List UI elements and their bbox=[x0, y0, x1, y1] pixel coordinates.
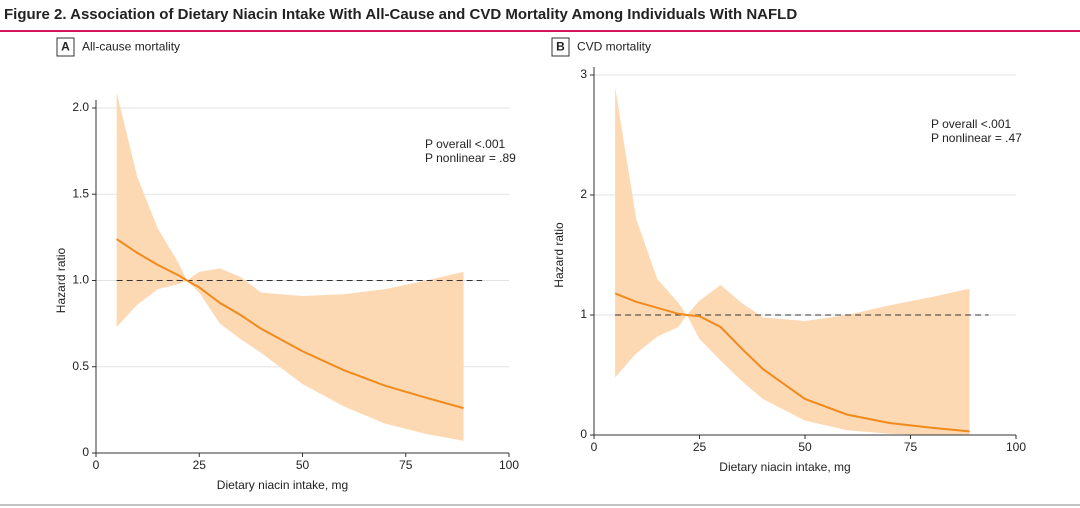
panel-label: A bbox=[61, 40, 70, 54]
y-tick-label: 0 bbox=[82, 445, 89, 459]
annotation: P nonlinear = .47 bbox=[931, 131, 1022, 145]
confidence-band bbox=[615, 87, 970, 435]
y-tick-label: 1.5 bbox=[72, 186, 89, 200]
y-tick-label: 0 bbox=[580, 427, 587, 441]
x-tick-label: 25 bbox=[693, 440, 707, 454]
x-tick-label: 75 bbox=[904, 440, 918, 454]
x-tick-label: 0 bbox=[93, 458, 100, 472]
hazard-line bbox=[116, 238, 464, 410]
x-tick-label: 50 bbox=[798, 440, 812, 454]
confidence-band bbox=[116, 92, 464, 441]
annotation: P overall <.001 bbox=[425, 137, 505, 151]
hazard-line bbox=[614, 292, 970, 433]
y-tick-label: 0.5 bbox=[72, 359, 89, 373]
annotation: P nonlinear = .89 bbox=[425, 151, 516, 165]
x-tick-label: 100 bbox=[499, 458, 519, 472]
x-axis-label: Dietary niacin intake, mg bbox=[719, 460, 850, 474]
panel-label-box bbox=[56, 37, 75, 57]
x-tick-label: 75 bbox=[399, 458, 413, 472]
panel-title: All-cause mortality bbox=[82, 40, 180, 54]
y-axis-label: Hazard ratio bbox=[54, 248, 68, 314]
y-tick-label: 2.0 bbox=[72, 100, 89, 114]
y-tick-label: 2 bbox=[580, 187, 587, 201]
x-tick-label: 50 bbox=[296, 458, 310, 472]
figure-title: Figure 2. Association of Dietary Niacin … bbox=[4, 6, 797, 23]
y-tick-label: 3 bbox=[580, 67, 587, 81]
panel-title: CVD mortality bbox=[577, 40, 651, 54]
y-axis-label: Hazard ratio bbox=[552, 222, 566, 288]
annotation: P overall <.001 bbox=[931, 117, 1011, 131]
x-tick-label: 25 bbox=[193, 458, 207, 472]
x-tick-label: 100 bbox=[1006, 440, 1026, 454]
x-tick-label: 0 bbox=[591, 440, 598, 454]
panel-label: B bbox=[556, 40, 565, 54]
y-tick-label: 1 bbox=[580, 307, 587, 321]
x-axis-label: Dietary niacin intake, mg bbox=[217, 478, 348, 492]
panel-label-box bbox=[551, 37, 570, 57]
y-tick-label: 1.0 bbox=[72, 273, 89, 287]
